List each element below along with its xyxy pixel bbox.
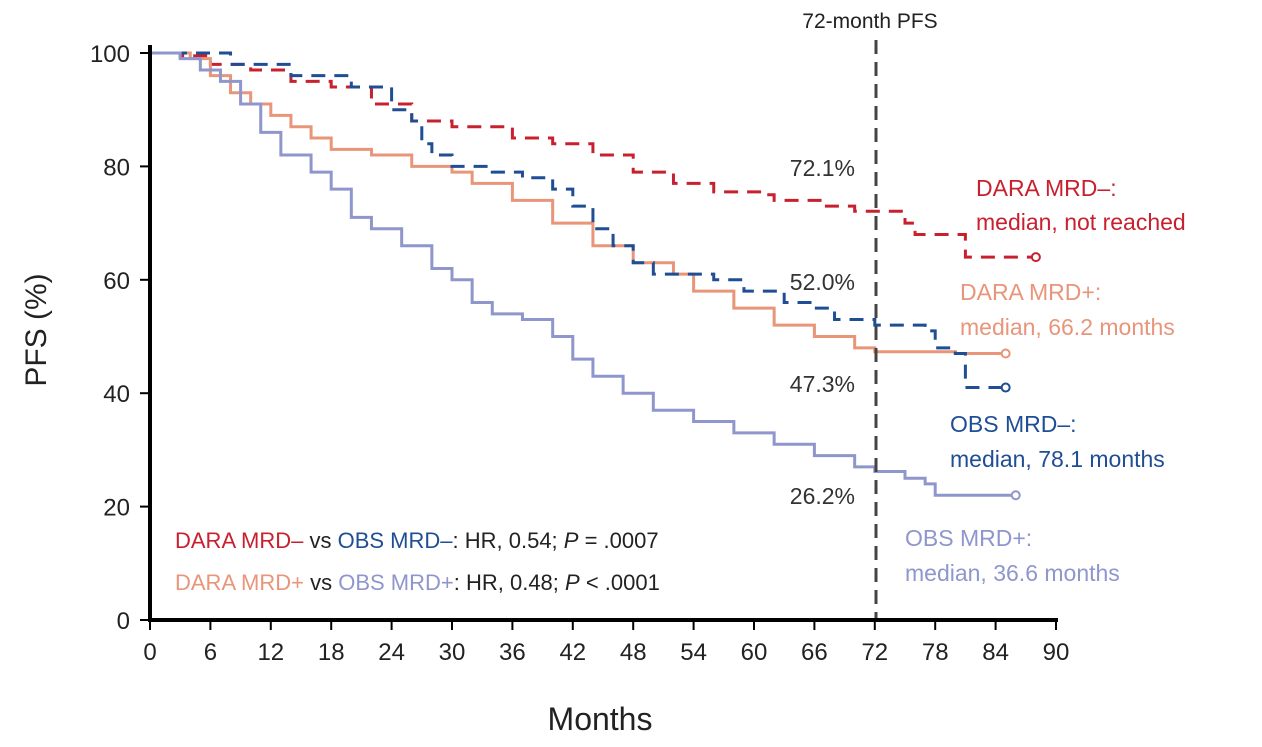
- y-tick-label: 20: [103, 495, 130, 522]
- censor-mark: [1032, 253, 1040, 261]
- y-axis-label: PFS (%): [20, 273, 53, 386]
- landmark-obs-mrd-pos: 26.2%: [790, 483, 855, 509]
- comparison-pval: = .0007: [578, 528, 658, 553]
- km-chart: 72-month PFS 0 6 12 18 24 30 36 42 48 54 60 66 72 78 8…: [0, 0, 1262, 742]
- comparison-pval: < .0001: [580, 570, 660, 595]
- comparison-b: OBS MRD–: [338, 528, 454, 553]
- x-tick-label: 84: [982, 639, 1009, 666]
- x-tick-label: 18: [318, 639, 345, 666]
- y-tick-label: 80: [103, 154, 130, 181]
- y-tick-label: 0: [117, 608, 130, 635]
- comparison-stat: : HR, 0.48;: [454, 570, 565, 595]
- comparison-b: OBS MRD+: [338, 570, 454, 595]
- x-tick-label: 90: [1043, 639, 1070, 666]
- x-tick-label: 48: [620, 639, 647, 666]
- x-tick-label: 54: [680, 639, 707, 666]
- x-tick-label: 30: [439, 639, 466, 666]
- landmark-dara-mrd-pos: 47.3%: [790, 371, 855, 397]
- x-tick-label: 60: [741, 639, 768, 666]
- x-tick-label: 78: [922, 639, 949, 666]
- comparison-mrd-neg: DARA MRD– vs OBS MRD–: HR, 0.54; P = .00…: [175, 528, 659, 553]
- comparison-vs: vs: [304, 570, 338, 595]
- median-obs-mrd-pos: median, 36.6 months: [905, 560, 1120, 586]
- comparison-p: P: [564, 528, 579, 553]
- x-tick-label: 42: [559, 639, 586, 666]
- x-tick-label: 12: [257, 639, 284, 666]
- landmark-dara-mrd-neg: 72.1%: [790, 155, 855, 181]
- km-curve-obs-mrdpos: [150, 53, 1016, 495]
- label-dara-mrd-neg: DARA MRD–:: [976, 175, 1117, 201]
- comparison-stat: : HR, 0.54;: [453, 528, 564, 553]
- curves: [150, 53, 1040, 499]
- median-dara-mrd-pos: median, 66.2 months: [960, 314, 1175, 340]
- reference-line-label: 72-month PFS: [802, 10, 937, 33]
- median-obs-mrd-neg: median, 78.1 months: [950, 446, 1165, 472]
- comparison-vs: vs: [303, 528, 337, 553]
- censor-mark: [1002, 384, 1010, 392]
- censor-mark: [1002, 350, 1010, 358]
- comparison-a: DARA MRD–: [175, 528, 304, 553]
- x-tick-label: 36: [499, 639, 526, 666]
- x-tick-label: 24: [378, 639, 405, 666]
- median-dara-mrd-neg: median, not reached: [976, 209, 1186, 235]
- y-tick-label: 60: [103, 268, 130, 295]
- censor-mark: [1012, 491, 1020, 499]
- label-dara-mrd-pos: DARA MRD+:: [960, 279, 1101, 305]
- x-ticks: 0 6 12 18 24 30 36 42 48 54 60 66 72 78 84 90: [143, 620, 1069, 666]
- x-tick-label: 72: [861, 639, 888, 666]
- landmark-obs-mrd-neg: 52.0%: [790, 269, 855, 295]
- y-tick-label: 100: [90, 41, 130, 68]
- label-obs-mrd-neg: OBS MRD–:: [950, 411, 1077, 437]
- comparison-mrd-pos: DARA MRD+ vs OBS MRD+: HR, 0.48; P < .00…: [175, 570, 660, 595]
- y-tick-label: 40: [103, 381, 130, 408]
- x-tick-label: 6: [204, 639, 217, 666]
- x-tick-label: 66: [801, 639, 828, 666]
- y-ticks: 0 20 40 60 80 100: [90, 41, 150, 635]
- label-obs-mrd-pos: OBS MRD+:: [905, 525, 1032, 551]
- comparison-p: P: [565, 570, 580, 595]
- x-tick-label: 0: [143, 639, 156, 666]
- comparison-a: DARA MRD+: [175, 570, 304, 595]
- x-axis-label: Months: [548, 701, 653, 737]
